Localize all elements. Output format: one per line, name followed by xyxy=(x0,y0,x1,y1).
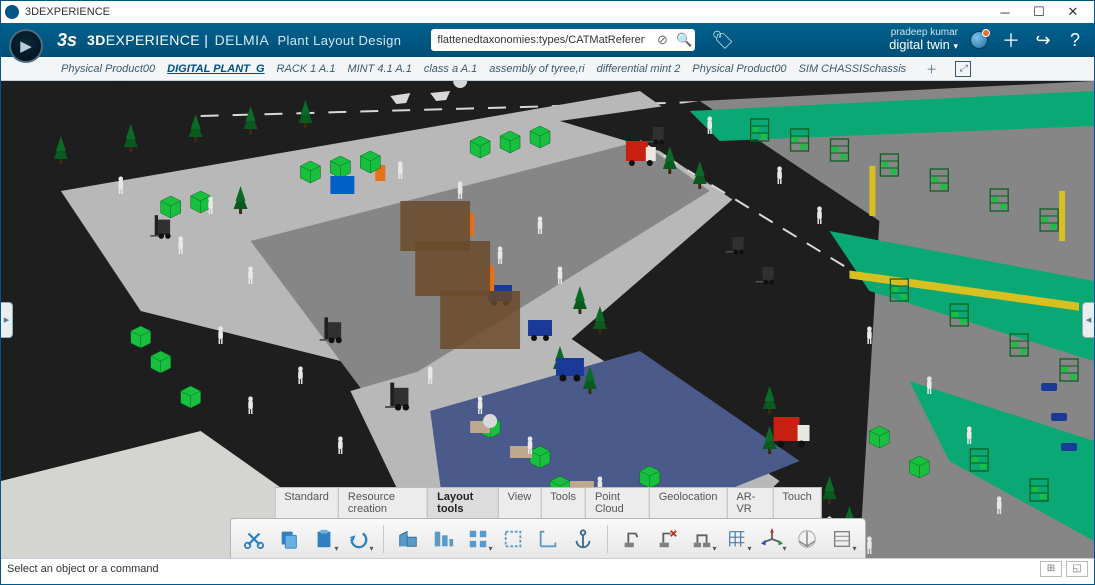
doc-tab[interactable]: assembly of tyree,ri xyxy=(489,63,584,75)
add-icon[interactable]: ＋ xyxy=(1000,29,1022,51)
align-icon[interactable] xyxy=(430,525,456,553)
fit-view-button[interactable]: ⤢ xyxy=(955,61,971,77)
toolbar-tab[interactable]: Geolocation xyxy=(649,487,728,518)
viewport-3d[interactable]: ▸ ◂ Standard Resource creation Layout to… xyxy=(1,81,1094,558)
cut-icon[interactable] xyxy=(241,525,267,553)
notifications-icon[interactable] xyxy=(968,29,990,51)
toolbar-tab[interactable]: Standard xyxy=(274,487,339,518)
axis-icon[interactable]: ▾ xyxy=(759,525,785,553)
maximize-button[interactable]: ☐ xyxy=(1022,1,1056,23)
robot-link-icon[interactable]: ▾ xyxy=(689,525,715,553)
workspace-name: digital twin xyxy=(889,37,950,52)
status-bar: Select an object or a command ⊞ ◱ xyxy=(1,558,1094,578)
toolbar-tab[interactable]: Tools xyxy=(540,487,586,518)
doc-tab[interactable]: differential mint 2 xyxy=(597,63,681,75)
toolbar-tab[interactable]: Layout tools xyxy=(427,487,498,518)
status-expand-icon[interactable]: ◱ xyxy=(1066,561,1088,577)
document-tabs: Physical Product00 DIGITAL PLANT_G RACK … xyxy=(1,57,1094,81)
search-icon[interactable]: 🔍 xyxy=(673,29,695,51)
robot-delete-icon[interactable] xyxy=(654,525,680,553)
compass-button[interactable]: ▶ xyxy=(9,29,43,63)
paste-icon[interactable]: ▾ xyxy=(311,525,337,553)
left-panel-toggle[interactable]: ▸ xyxy=(1,302,13,338)
ghost-icon[interactable] xyxy=(500,525,526,553)
building-icon[interactable] xyxy=(395,525,421,553)
brand-suite: DELMIA xyxy=(215,32,270,48)
right-panel-toggle[interactable]: ◂ xyxy=(1082,302,1094,338)
status-layout-icon[interactable]: ⊞ xyxy=(1040,561,1062,577)
user-block[interactable]: pradeep kumar digital twin ▾ xyxy=(889,27,958,52)
window-titlebar: 3DEXPERIENCE ─ ☐ ✕ xyxy=(1,1,1094,23)
search-box: ⊘ 🔍 xyxy=(431,29,695,51)
robot-tool-icon[interactable] xyxy=(619,525,645,553)
brand-bold: 3D xyxy=(87,32,106,48)
doc-tab[interactable]: Physical Product00 xyxy=(61,63,155,75)
anchor-icon[interactable] xyxy=(570,525,596,553)
tag-icon[interactable]: 🏷 xyxy=(711,30,734,51)
copy-icon[interactable] xyxy=(276,525,302,553)
search-clear-icon[interactable]: ⊘ xyxy=(651,29,673,51)
top-bar: ▶ 3s 3DEXPERIENCE | DELMIA Plant Layout … xyxy=(1,23,1094,57)
array-icon[interactable]: ▾ xyxy=(465,525,491,553)
brand-block: 3DEXPERIENCE | DELMIA Plant Layout Desig… xyxy=(87,32,401,48)
triad-icon[interactable] xyxy=(794,525,820,553)
brand-light: EXPERIENCE xyxy=(106,32,200,48)
doc-tab[interactable]: Physical Product00 xyxy=(692,63,786,75)
share-icon[interactable]: ↪ xyxy=(1032,29,1054,51)
doc-tab[interactable]: DIGITAL PLANT_G xyxy=(167,63,264,75)
doc-tab[interactable]: MINT 4.1 A.1 xyxy=(347,63,411,75)
measure-icon[interactable] xyxy=(535,525,561,553)
undo-icon[interactable]: ▾ xyxy=(346,525,372,553)
app-icon xyxy=(5,5,19,19)
toolbar-tab[interactable]: View xyxy=(498,487,542,518)
toolbar-tabs: Standard Resource creation Layout tools … xyxy=(274,487,821,518)
doc-tab[interactable]: RACK 1 A.1 xyxy=(277,63,336,75)
ds-logo-icon: 3s xyxy=(57,30,77,51)
doc-tab[interactable]: class a A.1 xyxy=(424,63,477,75)
search-input[interactable] xyxy=(431,32,651,48)
action-toolbar: ▾ ▾ ▾ ▾ ▾ ▾ ▾ xyxy=(230,518,866,558)
doc-tab[interactable]: SIM CHASSISchassis xyxy=(799,63,907,75)
add-tab-button[interactable]: ＋ xyxy=(926,61,937,77)
list-icon[interactable]: ▾ xyxy=(829,525,855,553)
minimize-button[interactable]: ─ xyxy=(988,1,1022,23)
brand-product: Plant Layout Design xyxy=(277,33,401,48)
window-title: 3DEXPERIENCE xyxy=(25,6,988,18)
toolbar-tab[interactable]: Resource creation xyxy=(338,487,428,518)
chevron-down-icon: ▾ xyxy=(953,41,958,51)
help-icon[interactable]: ? xyxy=(1064,29,1086,51)
grid-icon[interactable]: ▾ xyxy=(724,525,750,553)
status-message: Select an object or a command xyxy=(7,563,159,575)
toolbar-tab[interactable]: AR-VR xyxy=(726,487,773,518)
toolbar-tab[interactable]: Point Cloud xyxy=(585,487,650,518)
toolbar-tab[interactable]: Touch xyxy=(772,487,821,518)
close-button[interactable]: ✕ xyxy=(1056,1,1090,23)
